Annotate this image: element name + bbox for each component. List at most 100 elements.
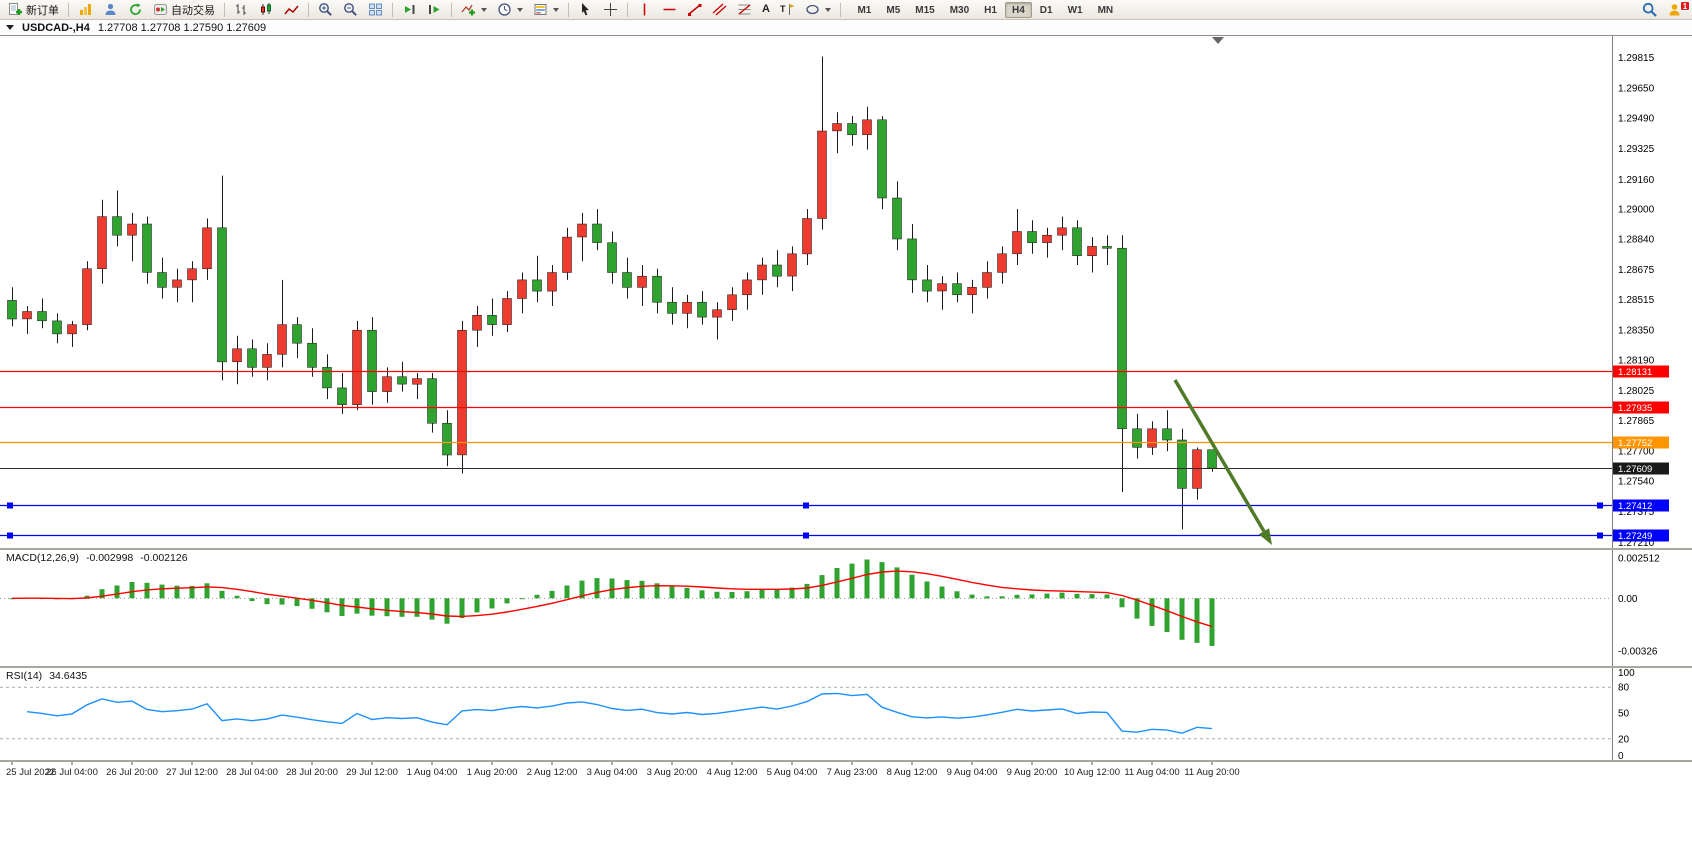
arrow-annotation-shaft[interactable] xyxy=(1173,379,1266,533)
candle-up xyxy=(742,279,752,296)
bar-chart-type-button[interactable] xyxy=(230,1,253,19)
time-axis-label: 25 Jul 2022 xyxy=(6,767,55,778)
new-order-button[interactable]: 新订单 xyxy=(4,1,63,19)
templates-icon xyxy=(534,4,547,15)
autoscroll-button[interactable] xyxy=(398,1,421,19)
rsi-panel[interactable]: 100 80 50 20 0 xyxy=(0,668,1692,760)
chart-title-bar[interactable]: USDCAD-,H4 1.27708 1.27708 1.27590 1.276… xyxy=(0,20,1692,36)
line-selection-handle[interactable] xyxy=(803,532,809,539)
candlestick-chart-type-button[interactable] xyxy=(255,1,278,19)
panel-divider[interactable] xyxy=(0,666,1692,668)
cursor-icon xyxy=(582,3,589,16)
trendline-tool-button[interactable] xyxy=(683,1,706,19)
line-chart-type-button[interactable] xyxy=(280,1,303,19)
macd-histogram-bar xyxy=(1119,598,1125,608)
macd-histogram-bar xyxy=(819,575,825,599)
channel-tool-button[interactable] xyxy=(708,1,731,19)
macd-histogram-bar xyxy=(984,596,990,599)
periods-dropdown-button[interactable] xyxy=(493,1,527,19)
timeframe-button-d1[interactable]: D1 xyxy=(1039,4,1053,16)
price-axis-label: 1.27375 xyxy=(1618,507,1655,518)
candle-up xyxy=(637,275,647,288)
new-chart-button[interactable] xyxy=(74,1,97,19)
timeframe-button-mn[interactable]: MN xyxy=(1097,4,1114,16)
price-line-badge-text: 1.27935 xyxy=(1618,403,1652,414)
toolbar-separator xyxy=(840,2,842,17)
timeframe-button-h1[interactable]: H1 xyxy=(984,4,997,16)
chart-shift-button[interactable] xyxy=(423,1,446,19)
timeframe-button-m30[interactable]: M30 xyxy=(949,4,970,16)
line-selection-handle[interactable] xyxy=(1597,532,1603,539)
timeframe-button-m1[interactable]: M1 xyxy=(857,4,872,16)
timeframe-button-w1[interactable]: W1 xyxy=(1067,4,1083,16)
timeframe-button-m15[interactable]: M15 xyxy=(915,4,935,16)
tile-windows-button[interactable] xyxy=(364,1,387,19)
time-axis-label: 11 Aug 20:00 xyxy=(1184,767,1239,778)
cursor-tool-button[interactable] xyxy=(574,1,597,19)
templates-dropdown-button[interactable] xyxy=(529,1,563,19)
line-selection-handle[interactable] xyxy=(803,502,809,509)
macd-histogram-bar xyxy=(1209,598,1215,646)
time-axis-label: 9 Aug 20:00 xyxy=(1007,767,1058,778)
profiles-button[interactable] xyxy=(99,1,122,19)
candle-down xyxy=(697,301,707,318)
candle-up xyxy=(1057,227,1067,236)
macd-histogram-bar xyxy=(654,583,660,599)
price-axis-label: 1.29325 xyxy=(1618,144,1655,155)
community-button[interactable]: 1 xyxy=(1664,0,1690,19)
macd-histogram-bar xyxy=(909,574,915,599)
price-axis-label: 1.29160 xyxy=(1618,175,1655,186)
time-axis-label: 7 Aug 23:00 xyxy=(827,767,878,778)
crosshair-tool-button[interactable] xyxy=(599,1,622,19)
time-axis-label: 4 Aug 12:00 xyxy=(707,767,758,778)
timeframe-button-m5[interactable]: M5 xyxy=(886,4,901,16)
candle-down xyxy=(157,272,167,288)
macd-histogram-bar xyxy=(1134,598,1140,619)
horizontal-line-tool-button[interactable] xyxy=(658,1,681,19)
macd-histogram-bar xyxy=(714,591,720,599)
fibonacci-tool-button[interactable] xyxy=(733,1,756,19)
text-tool-button[interactable]: A xyxy=(758,1,774,19)
shapes-dropdown-button[interactable] xyxy=(801,1,835,19)
candlestick-chart-icon xyxy=(261,3,271,15)
text-label-tool-button[interactable]: T xyxy=(776,1,800,19)
candle-up xyxy=(82,268,92,325)
candle-up xyxy=(832,123,842,132)
line-selection-handle[interactable] xyxy=(7,502,13,509)
arrow-annotation-head[interactable] xyxy=(1258,528,1272,545)
panel-divider[interactable] xyxy=(0,548,1692,550)
macd-histogram-bar xyxy=(954,591,960,599)
trendline-icon xyxy=(688,4,702,16)
refresh-icon xyxy=(130,3,141,16)
macd-histogram-bar xyxy=(414,598,420,617)
macd-axis-label: 0.00 xyxy=(1618,594,1638,605)
search-button[interactable] xyxy=(1638,1,1662,19)
time-axis-label: 1 Aug 04:00 xyxy=(407,767,458,778)
chart-shift-marker[interactable] xyxy=(1212,37,1224,44)
autotrading-button[interactable]: 自动交易 xyxy=(149,1,219,19)
candle-up xyxy=(997,253,1007,273)
indicators-dropdown-button[interactable] xyxy=(457,1,491,19)
line-selection-handle[interactable] xyxy=(7,532,13,539)
refresh-button[interactable] xyxy=(124,1,147,19)
macd-histogram-bar xyxy=(729,592,735,599)
macd-histogram-bar xyxy=(189,585,195,599)
zoom-out-button[interactable] xyxy=(339,1,362,19)
macd-panel[interactable]: 0.002512 0.00 -0.00326 xyxy=(0,550,1692,666)
macd-histogram-bar xyxy=(1149,598,1155,626)
vertical-line-tool-button[interactable] xyxy=(633,1,656,19)
timeframe-button-h4[interactable]: H4 xyxy=(1004,1,1032,18)
tile-windows-icon xyxy=(369,3,382,16)
candle-up xyxy=(187,268,197,281)
bar-chart-icon xyxy=(236,4,246,15)
horizontal-line-icon xyxy=(663,8,676,11)
macd-histogram-bar xyxy=(549,590,555,599)
chart-shift-icon xyxy=(429,5,440,14)
chart-menu-icon[interactable] xyxy=(6,25,14,30)
price-axis-label: 1.29000 xyxy=(1618,205,1655,216)
zoom-in-button[interactable] xyxy=(314,1,337,19)
line-selection-handle[interactable] xyxy=(1597,502,1603,509)
price-chart-panel[interactable]: 1.29815 1.29650 1.29490 1.29325 1.29160 1.290… xyxy=(0,36,1692,548)
candle-down xyxy=(1102,246,1112,249)
